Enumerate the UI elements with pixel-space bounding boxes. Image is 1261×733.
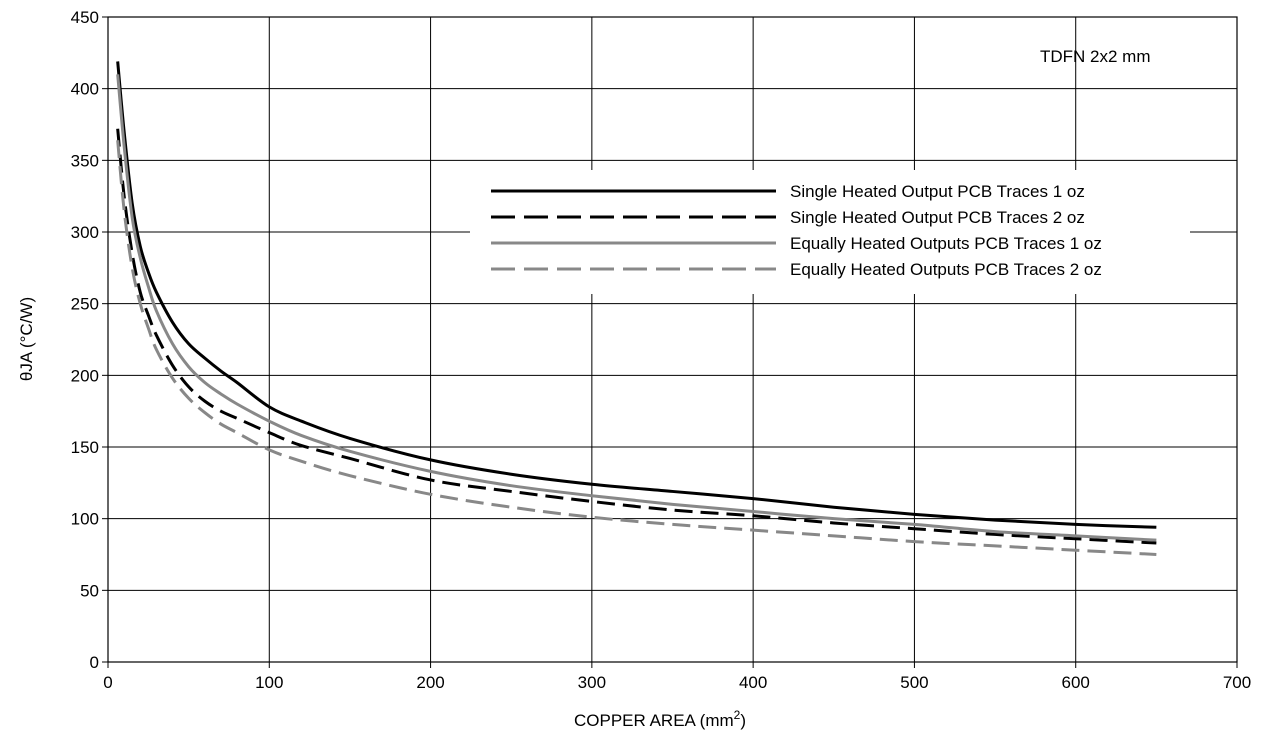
x-tick-label: 100 <box>255 673 283 692</box>
x-axis-title-main: COPPER AREA (mm <box>574 711 734 730</box>
series-line-3 <box>116 74 1157 542</box>
x-tick-label: 400 <box>739 673 767 692</box>
grid <box>107 16 1238 663</box>
x-tick-label: 200 <box>416 673 444 692</box>
y-tick-label: 0 <box>90 653 99 672</box>
y-tick-labels: 0 50 100 150 200 250 300 350 400 450 <box>71 8 108 672</box>
x-tick-label: 500 <box>900 673 928 692</box>
x-axis-title-end: ) <box>740 711 746 730</box>
legend-label-2: Single Heated Output PCB Traces 2 oz <box>790 208 1085 227</box>
y-tick-label: 250 <box>71 295 99 314</box>
x-axis-title-superscript: 2 <box>734 708 741 722</box>
x-tick-labels: 0 100 200 300 400 500 600 700 <box>103 662 1251 692</box>
legend: Single Heated Output PCB Traces 1 oz Sing… <box>470 170 1190 294</box>
x-tick-label: 700 <box>1223 673 1251 692</box>
x-tick-label: 300 <box>578 673 606 692</box>
series-line-4 <box>116 140 1157 556</box>
x-tick-label: 0 <box>103 673 112 692</box>
legend-label-1: Single Heated Output PCB Traces 1 oz <box>790 182 1085 201</box>
y-tick-label: 300 <box>71 223 99 242</box>
y-axis-title: θJA (°C/W) <box>17 297 36 381</box>
series-lines <box>116 61 1157 556</box>
y-tick-label: 400 <box>71 80 99 99</box>
x-tick-label: 600 <box>1062 673 1090 692</box>
legend-label-3: Equally Heated Outputs PCB Traces 1 oz <box>790 234 1102 253</box>
y-tick-label: 50 <box>80 581 99 600</box>
series-line-2 <box>116 128 1157 545</box>
package-annotation: TDFN 2x2 mm <box>1040 47 1151 66</box>
y-tick-label: 150 <box>71 438 99 457</box>
y-tick-label: 450 <box>71 8 99 27</box>
series-line-1 <box>116 61 1157 529</box>
y-tick-label: 200 <box>71 366 99 385</box>
y-tick-label: 350 <box>71 151 99 170</box>
legend-label-4: Equally Heated Outputs PCB Traces 2 oz <box>790 260 1102 279</box>
plot-frame <box>107 16 1238 663</box>
x-axis-title: COPPER AREA (mm2) <box>574 708 746 730</box>
y-tick-label: 100 <box>71 510 99 529</box>
